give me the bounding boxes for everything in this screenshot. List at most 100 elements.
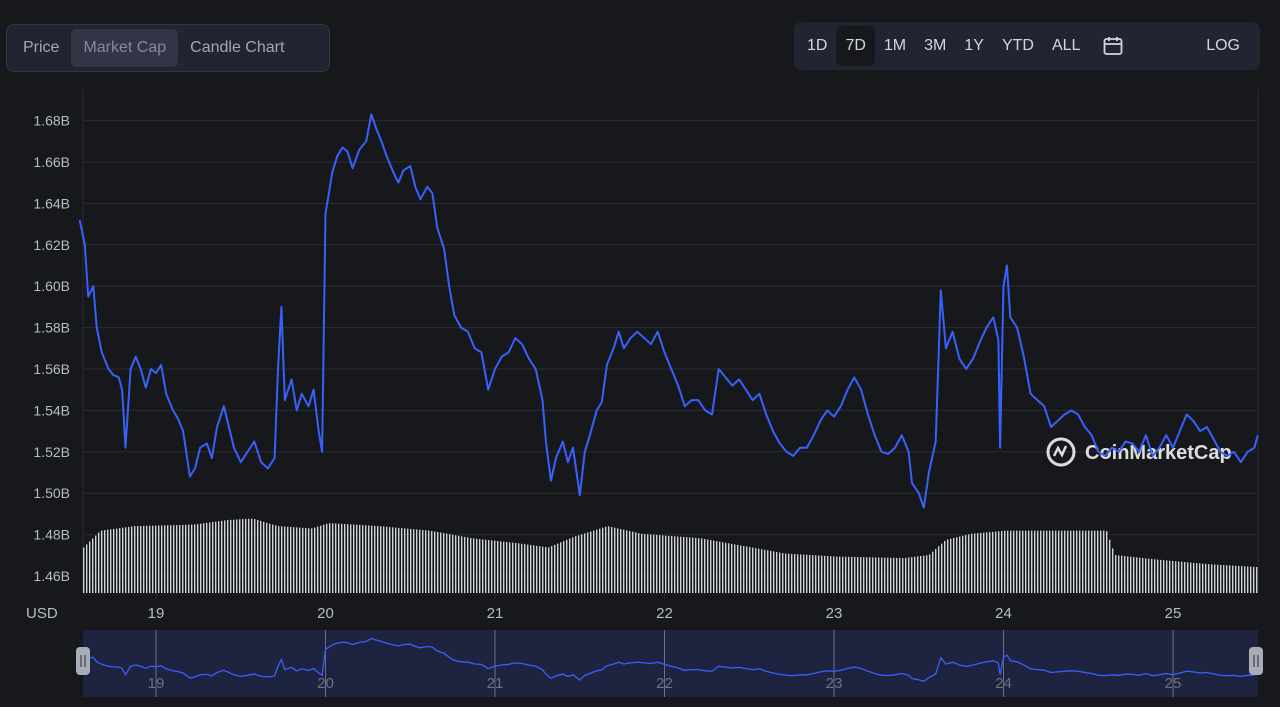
volume-bar: [1037, 530, 1039, 593]
volume-bar: [368, 525, 370, 593]
volume-bar: [1181, 561, 1183, 593]
volume-bar: [170, 525, 172, 593]
volume-bar: [743, 545, 745, 593]
date-range-button[interactable]: [1089, 26, 1137, 66]
volume-bar: [734, 544, 736, 593]
volume-bar: [167, 525, 169, 593]
chart-type-tabs: Price Market Cap Candle Chart: [6, 24, 330, 72]
volume-bar: [899, 557, 901, 593]
navigator-left-handle[interactable]: [76, 647, 90, 675]
volume-bar: [806, 554, 808, 593]
x-tick-label: 22: [656, 605, 673, 622]
range-3m-button[interactable]: 3M: [924, 37, 947, 54]
market-cap-line: [78, 113, 1259, 509]
volume-bar: [977, 533, 979, 593]
volume-bar: [947, 539, 949, 593]
volume-bar: [1121, 555, 1123, 593]
volume-bar: [206, 522, 208, 593]
volume-bar: [695, 537, 697, 593]
volume-bar: [95, 535, 97, 593]
volume-bar: [992, 531, 994, 593]
volume-bar: [854, 556, 856, 593]
volume-bar: [290, 526, 292, 593]
volume-bar: [1178, 561, 1180, 593]
volume-bar: [173, 525, 175, 593]
volume-bar: [353, 524, 355, 593]
volume-bar: [1079, 530, 1081, 593]
volume-bar: [545, 547, 547, 593]
volume-bar: [1049, 530, 1051, 593]
range-all-button[interactable]: ALL: [1051, 37, 1081, 54]
volume-bar: [458, 535, 460, 593]
range-navigator[interactable]: 19 20 21 22 23 24 25: [76, 630, 1263, 697]
range-1y-button[interactable]: 1Y: [964, 37, 984, 54]
volume-bar: [341, 523, 343, 593]
volume-bar: [1109, 539, 1111, 593]
volume-bar: [536, 545, 538, 593]
volume-bar: [1052, 530, 1054, 593]
volume-bar: [1028, 530, 1030, 593]
volume-bar: [620, 529, 622, 593]
volume-bar: [317, 526, 319, 593]
volume-bar: [263, 521, 265, 593]
volume-bar: [779, 552, 781, 593]
volume-bar: [1160, 559, 1162, 593]
volume-bar: [461, 536, 463, 593]
volume-bar: [86, 544, 88, 593]
volume-bar: [284, 526, 286, 593]
volume-bar: [1223, 565, 1225, 593]
volume-bar: [641, 533, 643, 593]
tab-candle-chart[interactable]: Candle Chart: [190, 39, 285, 56]
volume-bar: [287, 526, 289, 593]
volume-bar: [1025, 530, 1027, 593]
volume-bar: [1172, 560, 1174, 593]
log-scale-toggle[interactable]: LOG: [1206, 37, 1240, 54]
volume-bar: [716, 541, 718, 593]
volume-bar: [722, 542, 724, 593]
volume-bar: [857, 557, 859, 593]
volume-bar: [1250, 566, 1252, 593]
x-tick-label: 20: [317, 605, 334, 622]
volume-bar: [572, 537, 574, 593]
volume-bar: [293, 527, 295, 593]
volume-bar: [797, 554, 799, 593]
volume-bar: [1106, 531, 1108, 593]
range-7d-button[interactable]: 7D: [836, 26, 875, 66]
tab-market-cap[interactable]: Market Cap: [71, 29, 179, 67]
volume-bar: [497, 540, 499, 593]
volume-bar: [1127, 556, 1129, 593]
y-tick-label: 1.60B: [33, 278, 70, 294]
volume-bar: [740, 545, 742, 593]
volume-bar: [632, 531, 634, 593]
volume-bar: [962, 535, 964, 593]
navigator-right-handle[interactable]: [1249, 647, 1263, 675]
volume-bar: [1139, 557, 1141, 593]
volume-bar: [830, 556, 832, 593]
volume-bar: [890, 557, 892, 593]
y-tick-label: 1.50B: [33, 485, 70, 501]
volume-bar: [566, 539, 568, 593]
volume-bar: [683, 536, 685, 593]
volume-bar: [1097, 530, 1099, 593]
volume-bar: [815, 555, 817, 593]
volume-bar: [188, 524, 190, 593]
volume-bar: [122, 527, 124, 593]
navigator-x-label: 24: [995, 675, 1012, 692]
y-tick-label: 1.56B: [33, 361, 70, 377]
volume-bar: [485, 539, 487, 593]
volume-bar: [1142, 557, 1144, 593]
volume-bar: [227, 520, 229, 593]
volume-bar: [680, 536, 682, 593]
range-ytd-button[interactable]: YTD: [1001, 37, 1034, 54]
volume-bar: [926, 555, 928, 593]
tab-price[interactable]: Price: [23, 39, 60, 56]
volume-bar: [752, 547, 754, 593]
volume-bar: [584, 533, 586, 593]
volume-bar: [1103, 530, 1105, 593]
volume-bar: [872, 557, 874, 593]
volume-bar: [509, 542, 511, 593]
volume-bar: [326, 523, 328, 593]
range-1d-button[interactable]: 1D: [807, 37, 828, 54]
range-1m-button[interactable]: 1M: [883, 37, 907, 54]
volume-bar: [236, 519, 238, 593]
